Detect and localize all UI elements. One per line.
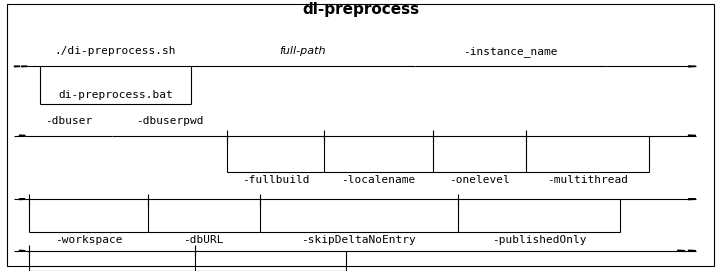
Polygon shape [22,66,27,67]
Text: -localename: -localename [342,175,415,185]
Polygon shape [19,199,25,200]
Polygon shape [689,199,696,200]
Text: -dbURL: -dbURL [183,235,224,245]
Text: -instance_name: -instance_name [463,46,557,57]
Polygon shape [689,66,696,67]
Text: -dbuserpwd: -dbuserpwd [136,116,203,125]
Text: di-preprocess.bat: di-preprocess.bat [58,90,173,100]
Polygon shape [14,66,20,67]
Text: -multithread: -multithread [547,175,628,185]
Text: -dbuser: -dbuser [45,116,92,125]
Polygon shape [678,250,685,251]
Text: -skipDeltaNoEntry: -skipDeltaNoEntry [301,235,416,245]
Text: -fullbuild: -fullbuild [242,175,309,185]
Polygon shape [19,250,25,251]
Text: -onelevel: -onelevel [449,175,510,185]
Polygon shape [689,250,696,251]
Text: ./di-preprocess.sh: ./di-preprocess.sh [55,47,176,56]
Text: di-preprocess: di-preprocess [302,2,419,17]
Text: -publishedOnly: -publishedOnly [492,235,586,245]
Text: full-path: full-path [280,47,326,56]
Polygon shape [19,135,25,136]
Text: -workspace: -workspace [55,235,122,245]
Polygon shape [689,135,696,136]
